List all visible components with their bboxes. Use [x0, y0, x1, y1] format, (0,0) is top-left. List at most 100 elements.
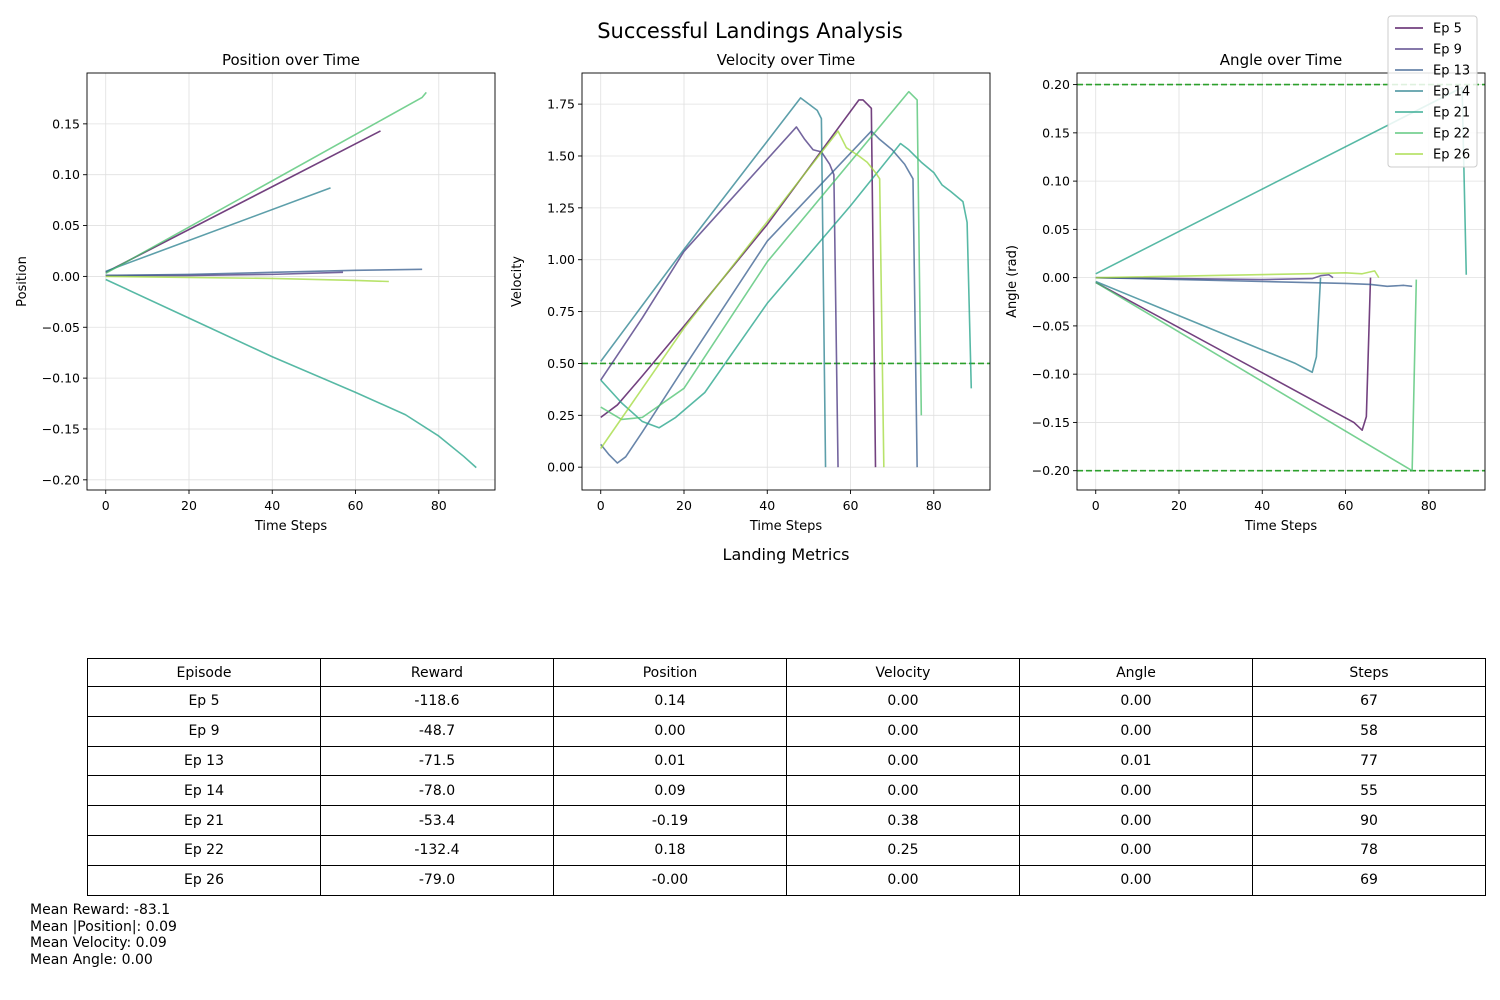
plot-frame — [581, 72, 991, 491]
table-cell: 0.00 — [786, 715, 1020, 747]
table-cell: 67 — [1252, 686, 1486, 717]
x-axis-label: Time Steps — [749, 519, 823, 534]
legend-label: Ep 22 — [1433, 127, 1470, 142]
x-tick-label: 80 — [926, 498, 942, 513]
column-header: Reward — [320, 658, 554, 687]
chart-title: Angle over Time — [1220, 51, 1342, 69]
table-header-row: Episode Reward Position Velocity Angle S… — [87, 658, 1486, 687]
series-line-ep-5 — [1095, 277, 1372, 431]
x-tick-label: 20 — [676, 498, 692, 513]
table-cell: Ep 26 — [87, 864, 321, 896]
y-tick-label: −0.15 — [42, 421, 80, 436]
mean-angle: Mean Angle: 0.00 — [30, 951, 153, 968]
mean-position: Mean |Position|: 0.09 — [30, 918, 177, 935]
table-cell: 0.09 — [553, 775, 787, 807]
table-cell: 0.00 — [786, 686, 1020, 717]
legend-label: Ep 14 — [1433, 85, 1470, 100]
y-tick-label: 0.75 — [547, 304, 575, 319]
table-cell: -71.5 — [320, 745, 554, 777]
table-row: Ep 9 -48.7 0.00 0.00 0.00 58 — [87, 715, 1486, 747]
x-tick-label: 40 — [264, 498, 280, 513]
legend-label: Ep 26 — [1433, 148, 1470, 163]
table-cell: 0.00 — [786, 775, 1020, 807]
table-cell: 77 — [1252, 745, 1486, 777]
legend-frame — [1387, 15, 1478, 168]
x-axis-label: Time Steps — [1244, 519, 1318, 534]
table-cell: -78.0 — [320, 775, 554, 807]
y-tick-label: 0.50 — [547, 356, 575, 371]
series-line-ep-26 — [600, 130, 885, 468]
x-axis-label: Time Steps — [254, 519, 328, 534]
y-tick-label: 0.00 — [52, 269, 80, 284]
y-tick-label: −0.20 — [1032, 463, 1070, 478]
legend: Ep 5 Ep 9 Ep 13 Ep 14 Ep 21 Ep 22 Ep 26 — [1387, 15, 1478, 168]
table-cell: 0.14 — [553, 686, 787, 717]
table-cell: 0.00 — [1019, 834, 1253, 866]
series-line-ep-14 — [105, 187, 331, 273]
table-cell: Ep 9 — [87, 715, 321, 747]
legend-label: Ep 9 — [1433, 43, 1462, 58]
table-cell: 0.01 — [553, 745, 787, 777]
y-tick-label: 0.10 — [52, 167, 80, 182]
series-line-ep-13 — [1095, 276, 1413, 288]
y-tick-label: −0.10 — [42, 371, 80, 386]
position-chart: 0 20 40 60 80 −0.20 −0.15 −0.10 −0.05 0.00 0.05 0.1… — [15, 51, 496, 534]
legend-label: Ep 21 — [1433, 106, 1470, 121]
table-cell: Ep 5 — [87, 686, 321, 717]
series-line-ep-21 — [600, 142, 973, 429]
x-tick-label: 80 — [431, 498, 447, 513]
table-cell: Ep 21 — [87, 805, 321, 836]
series-line-ep-5 — [600, 99, 877, 468]
table-cell: 0.00 — [786, 745, 1020, 777]
x-tick-label: 80 — [1421, 498, 1437, 513]
series-line-ep-13 — [600, 130, 918, 468]
table-cell: 0.00 — [1019, 686, 1253, 717]
y-axis-label: Angle (rad) — [1005, 245, 1020, 318]
legend-label: Ep 13 — [1433, 64, 1470, 79]
table-cell: -132.4 — [320, 834, 554, 866]
figure-title: Successful Landings Analysis — [597, 19, 903, 43]
y-tick-label: 1.25 — [547, 200, 575, 215]
y-tick-label: 0.20 — [1042, 77, 1070, 92]
series-line-ep-21 — [105, 278, 477, 469]
y-tick-label: 0.25 — [547, 408, 575, 423]
table-cell: 0.18 — [553, 834, 787, 866]
table-cell: 78 — [1252, 834, 1486, 866]
chart-title: Velocity over Time — [717, 51, 856, 69]
table-cell: 0.00 — [553, 715, 787, 747]
y-tick-label: 1.75 — [547, 97, 575, 112]
y-tick-label: 0.00 — [547, 460, 575, 475]
table-section-title: Landing Metrics — [723, 545, 850, 564]
table-row: Ep 13 -71.5 0.01 0.00 0.01 77 — [87, 745, 1486, 777]
x-tick-label: 40 — [759, 498, 775, 513]
table-cell: 55 — [1252, 775, 1486, 807]
series-line-ep-26 — [105, 275, 389, 283]
table-cell: -0.19 — [553, 805, 787, 836]
table-cell: 58 — [1252, 715, 1486, 747]
series-line-ep-13 — [105, 268, 423, 277]
table-cell: Ep 22 — [87, 834, 321, 866]
x-tick-label: 60 — [1338, 498, 1354, 513]
series-line-ep-9 — [1095, 273, 1334, 281]
y-tick-label: 1.50 — [547, 148, 575, 163]
table-cell: 69 — [1252, 864, 1486, 896]
column-header: Angle — [1019, 658, 1253, 687]
table-cell: 0.00 — [786, 864, 1020, 896]
series-line-ep-14 — [1095, 277, 1322, 374]
y-tick-label: 0.05 — [1042, 222, 1070, 237]
plot-frame — [1076, 72, 1486, 491]
table-cell: -0.00 — [553, 864, 787, 896]
chart-title: Position over Time — [222, 51, 360, 69]
table-cell: -118.6 — [320, 686, 554, 717]
table-cell: -48.7 — [320, 715, 554, 747]
y-tick-label: 0.15 — [1042, 125, 1070, 140]
y-axis-label: Position — [15, 256, 30, 307]
x-tick-label: 40 — [1254, 498, 1270, 513]
column-header: Steps — [1252, 658, 1486, 687]
x-tick-label: 20 — [181, 498, 197, 513]
table-row: Ep 21 -53.4 -0.19 0.38 0.00 90 — [87, 805, 1486, 836]
series-line-ep-22 — [1095, 279, 1418, 472]
table-cell: -79.0 — [320, 864, 554, 896]
y-tick-label: 0.00 — [1042, 270, 1070, 285]
